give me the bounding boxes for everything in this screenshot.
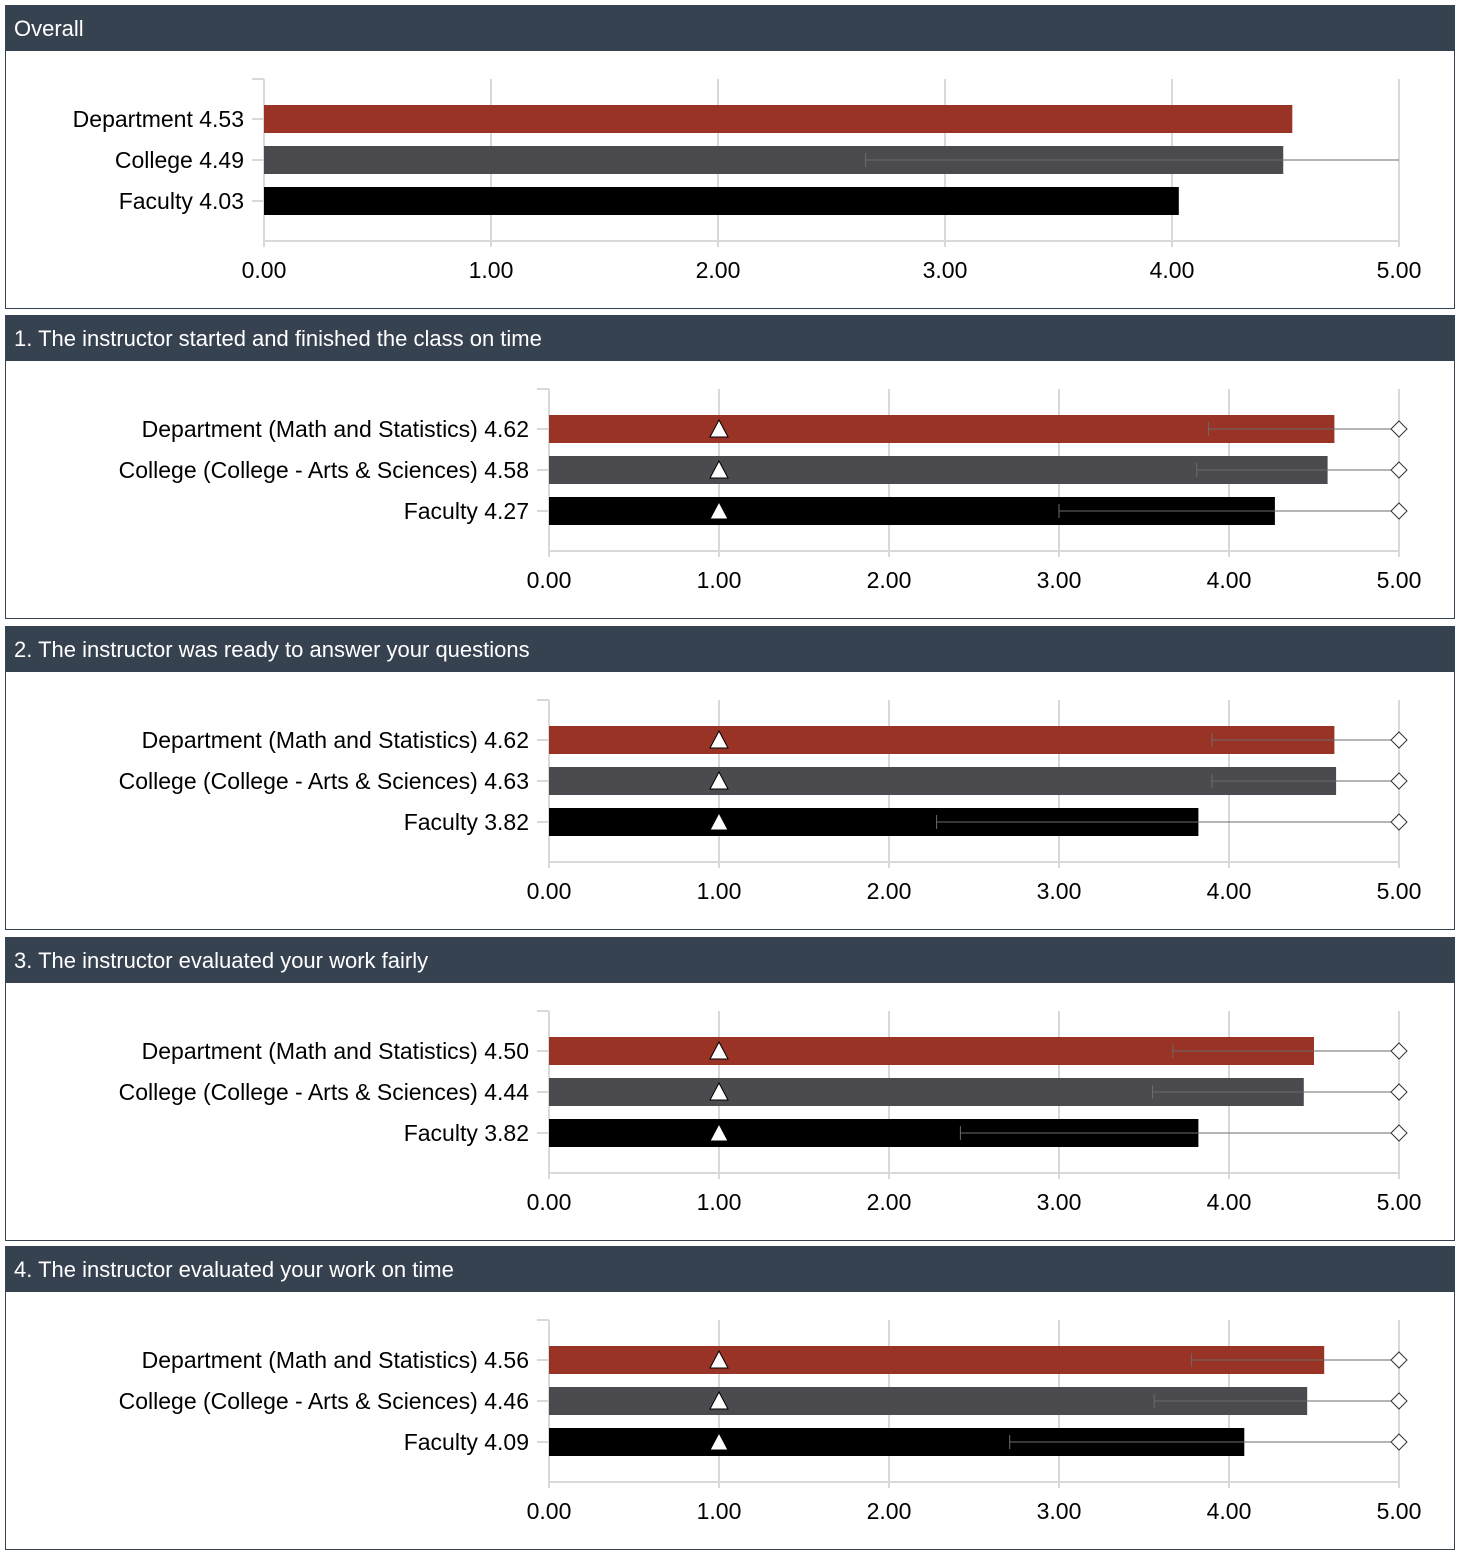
x-tick-label: 2.00 — [867, 567, 912, 593]
x-tick-label: 4.00 — [1207, 567, 1252, 593]
category-label: Faculty 4.09 — [404, 1429, 529, 1455]
chart-panel-question-4: 4. The instructor evaluated your work on… — [5, 1246, 1455, 1550]
x-tick-label: 3.00 — [1037, 567, 1082, 593]
bar-chart-question-2: 0.00 1.00 2.00 3.00 4.00 5.00 Department (Math… — [119, 699, 1422, 904]
x-tick-label: 5.00 — [1377, 1189, 1422, 1215]
triangle-marker — [709, 1349, 729, 1369]
x-tick-label: 1.00 — [697, 878, 742, 904]
x-tick-label: 4.00 — [1207, 878, 1252, 904]
x-tick-label: 0.00 — [527, 1498, 572, 1524]
x-tick-label: 0.00 — [527, 567, 572, 593]
x-tick-label: 1.00 — [697, 567, 742, 593]
x-tick-label: 2.00 — [696, 257, 741, 283]
x-tick-label: 4.00 — [1150, 257, 1195, 283]
diamond-marker — [1390, 772, 1408, 790]
panel-title: 3. The instructor evaluated your work fa… — [6, 938, 1454, 983]
bar-department — [549, 726, 1335, 754]
bar-chart-question-4: 0.00 1.00 2.00 3.00 4.00 5.00 Department (Math… — [119, 1319, 1422, 1524]
category-label: Faculty 4.03 — [119, 188, 244, 214]
panel-title: Overall — [6, 6, 1454, 51]
panel-title: 2. The instructor was ready to answer yo… — [6, 627, 1454, 672]
bar-chart-question-1: 0.00 1.00 2.00 3.00 4.00 5.00 Department (Math… — [119, 388, 1422, 593]
x-tick-label: 0.00 — [527, 878, 572, 904]
x-tick-label: 5.00 — [1377, 257, 1422, 283]
chart-panel-question-2: 2. The instructor was ready to answer yo… — [5, 626, 1455, 930]
category-label: Faculty 3.82 — [404, 1120, 529, 1146]
triangle-marker — [709, 811, 729, 831]
bar-chart-overall: 0.00 1.00 2.00 3.00 4.00 5.00 Department 4.53 C… — [73, 78, 1422, 283]
diamond-marker — [1390, 1392, 1408, 1410]
panel-title: 1. The instructor started and finished t… — [6, 316, 1454, 361]
diamond-marker — [1390, 1124, 1408, 1142]
category-label: College 4.49 — [115, 147, 244, 173]
chart-panel-question-1: 1. The instructor started and finished t… — [5, 315, 1455, 619]
x-tick-label: 5.00 — [1377, 567, 1422, 593]
triangle-marker — [709, 770, 729, 790]
x-tick-label: 2.00 — [867, 1498, 912, 1524]
x-tick-label: 2.00 — [867, 878, 912, 904]
bar-faculty — [264, 187, 1179, 215]
category-label: College (College - Arts & Sciences) 4.44 — [119, 1079, 530, 1105]
x-tick-label: 3.00 — [1037, 878, 1082, 904]
bar-college — [549, 767, 1337, 795]
x-tick-label: 1.00 — [469, 257, 514, 283]
category-label: Faculty 3.82 — [404, 809, 529, 835]
diamond-marker — [1390, 1433, 1408, 1451]
x-tick-label: 2.00 — [867, 1189, 912, 1215]
x-tick-label: 0.00 — [242, 257, 287, 283]
diamond-marker — [1390, 813, 1408, 831]
x-tick-label: 5.00 — [1377, 878, 1422, 904]
panel-title: 4. The instructor evaluated your work on… — [6, 1247, 1454, 1292]
category-label: Department (Math and Statistics) 4.62 — [142, 727, 529, 753]
diamond-marker — [1390, 1042, 1408, 1060]
x-tick-label: 3.00 — [923, 257, 968, 283]
bar-department — [264, 105, 1293, 133]
triangle-marker — [709, 459, 729, 479]
x-tick-label: 3.00 — [1037, 1189, 1082, 1215]
triangle-marker — [709, 500, 729, 520]
diamond-marker — [1390, 1083, 1408, 1101]
diamond-marker — [1390, 731, 1408, 749]
category-label: College (College - Arts & Sciences) 4.58 — [119, 457, 529, 483]
bar-chart-question-3: 0.00 1.00 2.00 3.00 4.00 5.00 Department (Math… — [119, 1010, 1422, 1215]
x-tick-label: 4.00 — [1207, 1189, 1252, 1215]
x-tick-label: 5.00 — [1377, 1498, 1422, 1524]
x-tick-label: 3.00 — [1037, 1498, 1082, 1524]
category-label: Department (Math and Statistics) 4.62 — [142, 416, 529, 442]
x-tick-label: 0.00 — [527, 1189, 572, 1215]
diamond-marker — [1390, 420, 1408, 438]
triangle-marker — [709, 418, 729, 438]
triangle-marker — [709, 729, 729, 749]
triangle-marker — [709, 1040, 729, 1060]
category-label: Department 4.53 — [73, 106, 244, 132]
diamond-marker — [1390, 461, 1408, 479]
x-tick-label: 4.00 — [1207, 1498, 1252, 1524]
chart-panel-overall: Overall 0.00 1.00 2.00 3.00 4.00 5.00 Departme… — [5, 5, 1455, 309]
x-tick-label: 1.00 — [697, 1189, 742, 1215]
diamond-marker — [1390, 502, 1408, 520]
diamond-marker — [1390, 1351, 1408, 1369]
triangle-marker — [709, 1122, 729, 1142]
x-tick-label: 1.00 — [697, 1498, 742, 1524]
category-label: Faculty 4.27 — [404, 498, 529, 524]
triangle-marker — [709, 1390, 729, 1410]
bar-department — [549, 415, 1335, 443]
category-label: College (College - Arts & Sciences) 4.63 — [119, 768, 529, 794]
category-label: Department (Math and Statistics) 4.56 — [142, 1347, 529, 1373]
triangle-marker — [709, 1431, 729, 1451]
category-label: College (College - Arts & Sciences) 4.46 — [119, 1388, 529, 1414]
chart-panel-question-3: 3. The instructor evaluated your work fa… — [5, 937, 1455, 1241]
triangle-marker — [709, 1081, 729, 1101]
category-label: Department (Math and Statistics) 4.50 — [142, 1038, 529, 1064]
